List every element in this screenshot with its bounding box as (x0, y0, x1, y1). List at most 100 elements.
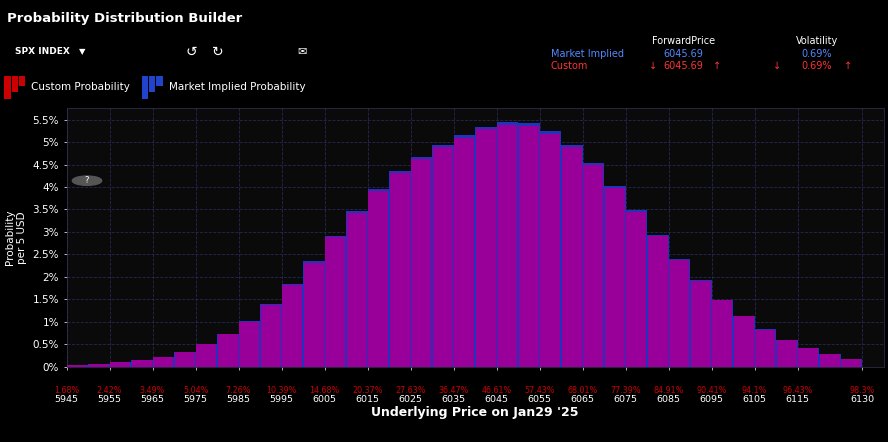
Bar (19, 76, 25, 86)
Circle shape (72, 176, 102, 185)
Bar (432, 145, 454, 367)
Bar (497, 125, 517, 367)
Bar (303, 261, 325, 367)
Text: Custom: Custom (551, 61, 588, 71)
Text: ↻: ↻ (211, 45, 224, 59)
Bar (389, 171, 410, 367)
Bar (149, 76, 155, 92)
Bar (433, 148, 453, 367)
Text: 90.41%: 90.41% (696, 386, 726, 395)
Text: Market Implied: Market Implied (551, 49, 623, 59)
Text: ForwardPrice: ForwardPrice (652, 36, 716, 46)
Text: Custom Probability: Custom Probability (31, 82, 130, 92)
Text: Probability Distribution Builder: Probability Distribution Builder (7, 12, 242, 25)
Text: 10.39%: 10.39% (266, 386, 297, 395)
Bar (670, 260, 689, 367)
Text: Volatility: Volatility (796, 36, 838, 46)
Bar (711, 300, 733, 367)
Bar (4, 76, 11, 99)
Text: 6045.69: 6045.69 (664, 61, 703, 71)
Bar (819, 354, 841, 367)
Bar (347, 213, 367, 367)
Bar (89, 364, 108, 367)
Bar (604, 186, 625, 367)
Text: Jan29 '25: Jan29 '25 (104, 47, 146, 57)
Bar (154, 357, 173, 367)
Text: 0.69%: 0.69% (802, 61, 832, 71)
Text: 0.69%: 0.69% (802, 49, 832, 59)
Bar (798, 348, 818, 367)
Bar (239, 321, 260, 367)
Bar (476, 130, 496, 367)
Bar (153, 357, 174, 367)
Bar (175, 352, 194, 367)
Bar (755, 329, 776, 367)
Bar (346, 211, 368, 367)
Bar (142, 76, 148, 99)
Bar (240, 322, 259, 367)
Bar (67, 365, 87, 367)
Bar (368, 189, 389, 367)
Bar (390, 174, 409, 367)
Text: 3.49%: 3.49% (140, 386, 165, 395)
Text: 5.04%: 5.04% (183, 386, 209, 395)
Bar (562, 148, 582, 367)
Bar (281, 284, 303, 367)
Bar (454, 135, 475, 367)
Bar (131, 360, 153, 367)
Text: Reset: Reset (247, 47, 273, 57)
Bar (217, 334, 239, 367)
Text: ↓: ↓ (773, 61, 781, 71)
Text: 1.68%: 1.68% (54, 386, 79, 395)
Bar (777, 340, 797, 367)
Bar (196, 344, 217, 367)
Text: ?: ? (84, 176, 90, 185)
Text: Market Implied Probability: Market Implied Probability (169, 82, 305, 92)
Text: 7.26%: 7.26% (226, 386, 251, 395)
Text: ↓: ↓ (648, 61, 657, 71)
Bar (325, 236, 346, 367)
Text: 14.68%: 14.68% (309, 386, 340, 395)
Bar (733, 316, 754, 367)
Text: 77.39%: 77.39% (610, 386, 641, 395)
Text: 27.63%: 27.63% (395, 386, 426, 395)
Bar (218, 335, 238, 367)
Bar (756, 330, 775, 367)
Bar (541, 134, 560, 367)
Bar (691, 282, 710, 367)
Bar (325, 237, 345, 367)
Bar (195, 344, 217, 367)
Bar (12, 76, 18, 92)
Bar (304, 263, 324, 367)
Text: ▼: ▼ (152, 47, 158, 57)
Bar (174, 352, 195, 367)
Bar (605, 188, 625, 367)
Bar (583, 165, 603, 367)
Text: ↑: ↑ (844, 61, 852, 71)
Bar (67, 365, 88, 367)
Bar (626, 212, 646, 367)
Text: 98.3%: 98.3% (850, 386, 875, 395)
Text: SPX INDEX: SPX INDEX (15, 47, 70, 57)
Text: 6045.69: 6045.69 (664, 49, 703, 59)
Text: 68.01%: 68.01% (567, 386, 598, 395)
Text: 84.91%: 84.91% (654, 386, 684, 395)
Bar (109, 362, 131, 367)
Bar (156, 76, 163, 86)
Text: 2.42%: 2.42% (97, 386, 123, 395)
Bar (455, 137, 474, 367)
Bar (282, 285, 302, 367)
X-axis label: Underlying Price on Jan29 '25: Underlying Price on Jan29 '25 (371, 406, 579, 419)
Bar (797, 348, 819, 367)
Bar (712, 300, 733, 367)
Bar (690, 280, 711, 367)
Y-axis label: Probability
per 5 USD: Probability per 5 USD (5, 210, 27, 265)
Bar (411, 159, 432, 367)
Bar (410, 156, 432, 367)
Bar (88, 364, 109, 367)
Bar (583, 163, 604, 367)
Bar (369, 191, 388, 367)
Bar (669, 259, 690, 367)
Text: 46.61%: 46.61% (481, 386, 511, 395)
Text: ↺: ↺ (185, 45, 197, 59)
